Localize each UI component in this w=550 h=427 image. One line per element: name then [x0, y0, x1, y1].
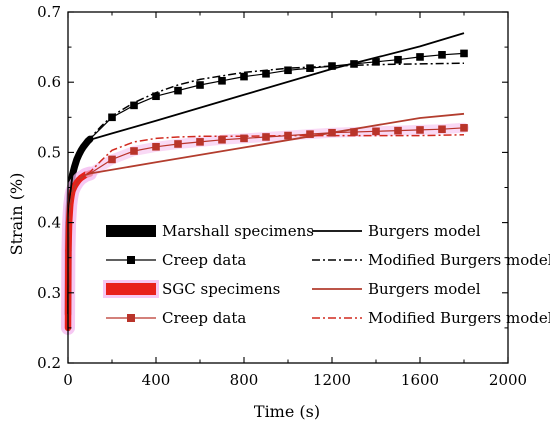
- legend-label: Burgers model: [368, 222, 481, 240]
- y-tick-label: 0.7: [37, 3, 61, 21]
- creep-marker: [174, 140, 182, 148]
- line-series-3: [67, 62, 465, 314]
- legend-label: Burgers model: [368, 280, 481, 298]
- legend-swatch-marker: [127, 256, 135, 264]
- creep-marker: [438, 51, 446, 59]
- x-axis-title: Time (s): [254, 402, 320, 421]
- creep-marker: [394, 55, 402, 64]
- creep-marker: [372, 58, 380, 66]
- creep-marker: [130, 101, 138, 110]
- legend-item-6: Creep data: [106, 309, 246, 327]
- creep-marker: [350, 128, 358, 136]
- legend-item-5: Burgers model: [312, 280, 481, 298]
- plot-area: [61, 32, 469, 335]
- y-tick-label: 0.5: [37, 143, 61, 161]
- creep-marker: [306, 64, 314, 72]
- sgc-highlight-group: [85, 122, 469, 179]
- x-tick-label: 2000: [489, 371, 527, 389]
- creep-marker: [262, 133, 270, 141]
- legend-label: Creep data: [162, 309, 246, 327]
- creep-marker: [416, 53, 424, 61]
- creep-marker: [438, 125, 446, 134]
- creep-series-5: [89, 124, 468, 175]
- creep-marker: [394, 126, 402, 135]
- y-tick-label: 0.3: [37, 284, 61, 302]
- legend-label: SGC specimens: [162, 280, 280, 298]
- legend-item-3: Modified Burgers model: [312, 251, 550, 269]
- legend-swatch-band: [106, 225, 156, 237]
- creep-series-1: [89, 49, 468, 140]
- x-tick-label: 800: [230, 371, 259, 389]
- creep-marker: [196, 81, 204, 89]
- creep-marker: [328, 128, 336, 137]
- legend-item-1: Burgers model: [312, 222, 481, 240]
- y-tick-label: 0.6: [37, 73, 61, 91]
- creep-marker: [284, 131, 292, 140]
- creep-marker: [108, 113, 116, 122]
- creep-marker: [262, 69, 270, 78]
- creep-marker: [284, 66, 292, 75]
- legend-item-7: Modified Burgers model: [312, 309, 550, 327]
- y-tick-label: 0.4: [37, 214, 61, 232]
- creep-marker: [240, 134, 248, 143]
- creep-marker: [460, 124, 468, 132]
- y-tick-label: 0.2: [37, 354, 61, 372]
- creep-marker: [328, 62, 336, 70]
- x-tick-label: 1200: [313, 371, 351, 389]
- creep-marker: [350, 60, 358, 68]
- legend-label: Modified Burgers model: [368, 251, 550, 269]
- x-tick-label: 0: [63, 371, 73, 389]
- creep-marker: [108, 155, 116, 164]
- creep-marker: [218, 76, 226, 85]
- creep-marker: [218, 135, 226, 144]
- legend-label: Modified Burgers model: [368, 309, 550, 327]
- sgc-creep-highlight: [85, 122, 469, 179]
- creep-marker: [240, 72, 248, 81]
- legend-item-0: Marshall specimens: [106, 222, 314, 240]
- legend-item-2: Creep data: [106, 251, 246, 269]
- legend-swatch-band: [106, 283, 156, 295]
- legend-item-4: SGC specimens: [103, 280, 280, 298]
- creep-marker: [152, 142, 160, 151]
- y-axis-title: Strain (%): [7, 173, 26, 256]
- legend-label: Marshall specimens: [162, 222, 314, 240]
- creep-marker: [306, 130, 314, 138]
- x-tick-label: 1600: [401, 371, 439, 389]
- legend-swatch-marker: [127, 314, 135, 322]
- axes: 0 400 800 1200 1600 2000 0.2 0.3 0.4 0.5 0.6 0.7: [37, 3, 527, 389]
- creep-marker: [174, 86, 182, 95]
- creep-marker: [416, 126, 424, 134]
- creep-marker: [130, 147, 138, 155]
- x-tick-label: 400: [142, 371, 171, 389]
- legend: Marshall specimens Burgers model Creep dat…: [103, 222, 550, 327]
- creep-marker: [152, 92, 160, 101]
- creep-marker: [460, 49, 468, 58]
- legend-label: Creep data: [162, 251, 246, 269]
- creep-marker: [372, 127, 380, 136]
- creep-marker: [196, 138, 204, 146]
